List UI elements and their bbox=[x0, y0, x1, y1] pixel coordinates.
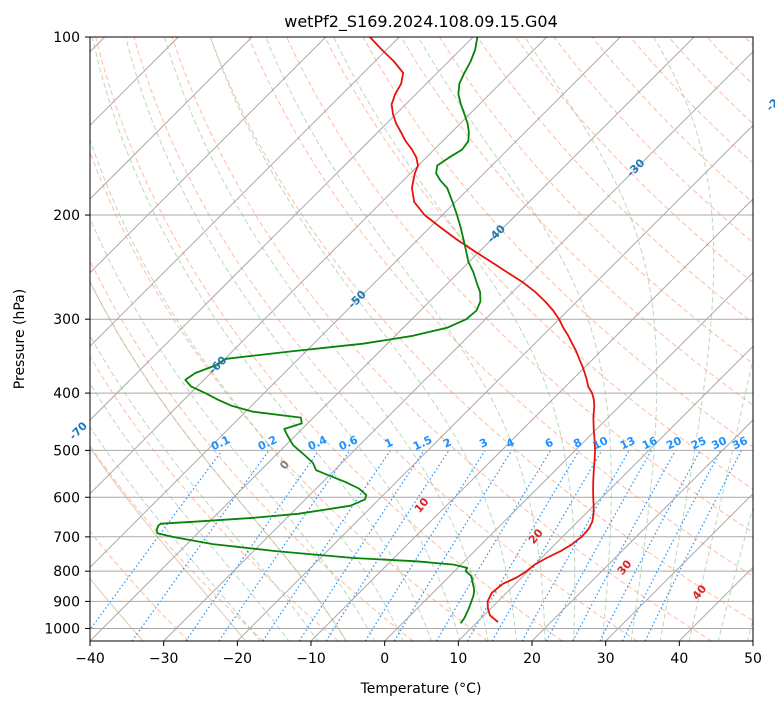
ccl-curves bbox=[90, 280, 347, 641]
x-tick-label: 10 bbox=[449, 651, 467, 667]
moist-adiabat-line bbox=[90, 426, 261, 641]
plot-frame bbox=[89, 36, 754, 642]
mixing-ratio-line bbox=[262, 450, 391, 641]
mixing-ratio-line bbox=[644, 450, 743, 641]
sounding-series bbox=[155, 37, 596, 624]
x-tick-label: 50 bbox=[744, 651, 762, 667]
mixing-ratio-line bbox=[521, 450, 630, 641]
x-axis-label: Temperature (°C) bbox=[360, 681, 482, 697]
moist-adiabat-line bbox=[90, 217, 376, 641]
mixing-ratio-label: 10 bbox=[591, 434, 611, 452]
isotherm-line bbox=[457, 345, 753, 641]
moist-adiabat-line bbox=[90, 382, 290, 641]
x-tick-label: −10 bbox=[296, 651, 326, 667]
dry-adiabat-line bbox=[209, 37, 753, 622]
isotherm-line bbox=[90, 37, 548, 495]
x-tick-label: −40 bbox=[75, 651, 105, 667]
mixing-ratio-line bbox=[298, 450, 425, 641]
dry-adiabat-line bbox=[515, 37, 753, 284]
moist-adiabat-line bbox=[333, 37, 576, 641]
mixing-ratio-line bbox=[185, 450, 320, 641]
chart-title: wetPf2_S169.2024.108.09.15.G04 bbox=[284, 12, 558, 32]
x-axis-ticks: −40 −30 −20 −10 0 10 20 30 40 50 bbox=[75, 641, 762, 667]
isotherm-line bbox=[90, 37, 474, 421]
isotherm-line bbox=[90, 37, 327, 274]
moist-adiabat-line bbox=[90, 138, 404, 641]
y-tick-label: 800 bbox=[53, 564, 80, 580]
mixing-ratio-line bbox=[218, 450, 351, 641]
x-tick-label: 20 bbox=[523, 651, 541, 667]
y-tick-label: 400 bbox=[53, 386, 80, 402]
y-tick-label: 200 bbox=[53, 208, 80, 224]
y-tick-label: 900 bbox=[53, 594, 80, 610]
dry-adiabat-line bbox=[90, 530, 190, 641]
moist-adiabat-line bbox=[125, 37, 461, 641]
mixing-ratio-label: 13 bbox=[618, 434, 637, 452]
ccl-curve bbox=[90, 280, 347, 641]
isotherm-label: -70 bbox=[67, 419, 90, 442]
ccl-curve bbox=[90, 446, 247, 641]
y-tick-label: 600 bbox=[53, 490, 80, 506]
mixing-ratio-label: 16 bbox=[640, 434, 660, 452]
mixing-ratio-label: 30 bbox=[710, 434, 730, 452]
dry-adiabat-line bbox=[400, 37, 753, 406]
isotherm-line bbox=[90, 37, 621, 569]
isotherm-line bbox=[90, 37, 400, 348]
isotherm-label: -20 bbox=[764, 90, 775, 113]
y-tick-label: 300 bbox=[53, 312, 80, 328]
ccl-curve bbox=[90, 577, 144, 641]
dry-adiabat-line bbox=[438, 37, 753, 365]
y-tick-label: 1000 bbox=[44, 621, 80, 637]
dry-adiabat-line bbox=[133, 37, 638, 641]
moist-adiabat-line bbox=[163, 37, 489, 641]
temperature-profile-line bbox=[369, 37, 596, 623]
isotherm-line bbox=[752, 640, 753, 641]
y-tick-label: 500 bbox=[53, 443, 80, 459]
moist-adiabat-line bbox=[524, 37, 658, 641]
dry-adiabat-line bbox=[324, 37, 753, 490]
mixing-ratio-line bbox=[393, 450, 513, 641]
moist-adiabat-line bbox=[209, 37, 518, 641]
isotherm-line bbox=[605, 492, 753, 641]
isotherm-line bbox=[384, 271, 753, 641]
mixing-ratio-label: 20 bbox=[664, 434, 684, 452]
x-tick-label: −30 bbox=[149, 651, 179, 667]
moist-adiabat-line bbox=[688, 355, 753, 641]
mixing-ratio-label: 25 bbox=[689, 434, 708, 452]
y-axis-label: Pressure (hPa) bbox=[12, 289, 28, 389]
moist-adiabat-line bbox=[653, 37, 715, 641]
dry-adiabat-line bbox=[90, 355, 339, 641]
dry-adiabat-line bbox=[171, 37, 712, 641]
moist-adiabat-line bbox=[265, 37, 546, 641]
x-tick-label: 40 bbox=[670, 651, 688, 667]
mixing-ratio-line bbox=[545, 450, 652, 641]
mixing-ratio-line bbox=[572, 450, 677, 641]
mixing-ratio-line bbox=[325, 450, 450, 641]
isotherm-line bbox=[310, 198, 753, 641]
isotherm-line bbox=[90, 37, 253, 200]
x-tick-label: 0 bbox=[380, 651, 389, 667]
y-axis-ticks: 100 200 300 400 500 600 700 800 900 1000 bbox=[44, 30, 90, 637]
mixing-ratio-line bbox=[90, 450, 223, 631]
dewpoint-profile-line bbox=[155, 37, 482, 624]
isotherm-line bbox=[236, 124, 753, 641]
dry-adiabat-line bbox=[95, 37, 563, 641]
y-tick-label: 700 bbox=[53, 530, 80, 546]
isotherm-line bbox=[163, 50, 753, 641]
plot-background bbox=[90, 37, 753, 641]
x-tick-label: −20 bbox=[223, 651, 253, 667]
mixing-ratio-label: 36 bbox=[730, 434, 750, 452]
dry-adiabat-line bbox=[248, 37, 753, 577]
dry-adiabat-line bbox=[90, 150, 488, 641]
moist-adiabat-line bbox=[90, 334, 319, 641]
y-tick-label: 100 bbox=[53, 30, 80, 46]
moist-adiabat-line bbox=[91, 37, 432, 641]
moist-adiabat-line bbox=[717, 505, 753, 641]
dry-adiabat-line bbox=[90, 444, 264, 641]
isotherm-line bbox=[531, 419, 753, 641]
mixing-ratio-lines bbox=[90, 450, 743, 641]
horizontal-gridlines bbox=[90, 37, 753, 629]
x-tick-label: 30 bbox=[597, 651, 615, 667]
